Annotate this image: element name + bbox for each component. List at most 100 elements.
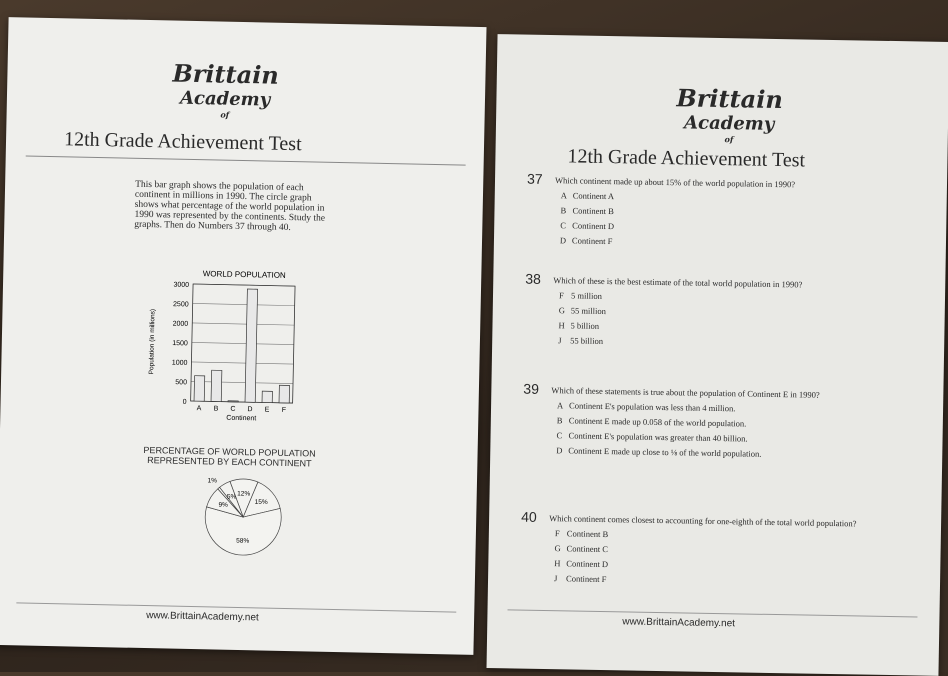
option-text: Continent C [566, 543, 609, 555]
grid-line [191, 361, 294, 365]
option-letter: D [559, 235, 567, 246]
option-letter: G [558, 305, 565, 316]
data-label: 15% [255, 499, 268, 506]
option-letter: A [557, 400, 564, 411]
rule [507, 609, 918, 618]
rule [25, 155, 466, 166]
footer: www.BrittainAcademy.net [146, 610, 259, 624]
option-letter: G [554, 543, 561, 554]
option: G Continent C [555, 543, 869, 558]
option-letter: F [558, 290, 564, 301]
logo-name: Brittain [172, 58, 280, 90]
bar-chart: WORLD POPULATION 0 500 1000 1500 2000 2500 3000… [148, 269, 296, 423]
chart-title: WORLD POPULATION [203, 269, 286, 280]
y-tick-label: 2500 [173, 301, 189, 308]
logo: Brittain Academy of [172, 58, 280, 121]
data-label: 9% [218, 502, 228, 509]
option: F 5 million [559, 290, 873, 305]
bar [244, 288, 258, 403]
question-number: 37 [526, 170, 543, 187]
question-stem: Which of these statements is true about … [551, 385, 820, 400]
option-text: Continent B [572, 205, 614, 217]
option-letter: J [558, 335, 562, 346]
option-letter: J [553, 573, 558, 584]
x-tick-label: F [282, 407, 286, 414]
option-text: Continent E's population was less than 4… [569, 400, 736, 414]
option: H 5 billion [558, 320, 872, 335]
questions: 37 Which continent made up about 15% of t… [498, 34, 948, 584]
bar [227, 400, 239, 403]
option-text: 55 million [570, 305, 607, 317]
question-stem: Which continent made up about 15% of the… [554, 175, 796, 190]
option-letter: B [556, 415, 563, 426]
left-page: Brittain Academy of 12th Grade Achievement… [0, 17, 487, 655]
logo-academy: Academy [683, 112, 775, 135]
option-text: 5 billion [570, 320, 600, 331]
question: 40 Which continent comes closest to accou… [521, 509, 869, 589]
plot-frame [190, 283, 296, 404]
option-text: 5 million [570, 290, 603, 301]
option: C Continent D [560, 220, 874, 235]
bar [210, 369, 223, 402]
question: 38 Which of these is the best estimate of… [525, 271, 873, 351]
x-tick-label: D [247, 406, 252, 413]
right-page: Brittain Academy of 12th Grade Achievement… [486, 34, 948, 676]
data-label: 5% [227, 493, 237, 500]
bar [261, 390, 273, 404]
y-tick-label: 3000 [173, 282, 189, 289]
option-text: Continent E made up close to ⅛ of the wo… [568, 445, 762, 459]
option-letter: D [556, 445, 563, 456]
logo-academy: Academy [179, 87, 271, 111]
question: 39 Which of these statements is true abou… [523, 381, 871, 461]
question-number: 40 [521, 508, 537, 525]
logo: Brittain Academy of [676, 83, 783, 145]
intro: This bar graph shows the population of e… [134, 179, 326, 234]
option-letter: F [554, 528, 560, 539]
grid-line [191, 342, 294, 345]
x-tick-label: E [265, 407, 270, 414]
pie-chart: 12% 15% 58% 9% 1% 5% [204, 477, 282, 556]
option-text: Continent D [572, 220, 615, 232]
option-letter: A [560, 190, 567, 201]
option: F Continent B [555, 528, 869, 543]
option-letter: H [554, 558, 561, 569]
data-label: 12% [237, 490, 250, 497]
question-stem: Which of these is the best estimate of t… [553, 275, 803, 290]
grid-line [191, 381, 294, 384]
logo-name: Brittain [676, 83, 784, 115]
option-text: Continent F [571, 235, 613, 247]
option-text: Continent E's population was greater tha… [568, 430, 748, 444]
question: 37 Which continent made up about 15% of t… [527, 171, 875, 251]
x-tick-label: B [214, 405, 219, 412]
page-title: 12th Grade Achievement Test [567, 145, 806, 172]
bar [193, 375, 206, 402]
option-letter: C [560, 220, 566, 231]
grid-line [192, 303, 295, 306]
x-tick-label: C [230, 406, 235, 413]
y-axis-label: Population (in millions) [148, 309, 156, 375]
option-text: Continent F [565, 573, 607, 585]
option: B Continent B [560, 205, 874, 220]
option: G 55 million [559, 305, 873, 320]
question-number: 38 [525, 270, 542, 287]
option-text: Continent B [566, 528, 609, 540]
option: D Continent F [560, 235, 874, 250]
x-tick-label: A [197, 405, 202, 412]
pie-slice [204, 506, 282, 556]
option: D Continent E made up close to ⅛ of the w… [556, 445, 870, 460]
x-axis-label: Continent [226, 415, 256, 423]
y-tick-label: 0 [183, 399, 187, 406]
logo-of: of [724, 134, 734, 145]
question-stem: Which continent comes closest to account… [549, 513, 857, 529]
option-letter: H [558, 320, 565, 331]
option: A Continent E's population was less than … [557, 400, 871, 415]
data-label: 1% [207, 477, 217, 484]
option: C Continent E's population was greater th… [556, 430, 870, 445]
option: J 55 billion [558, 335, 872, 350]
y-tick-label: 1500 [172, 340, 188, 347]
pie-slice [219, 481, 244, 518]
option-letter: C [556, 430, 563, 441]
option: A Continent A [561, 190, 875, 205]
grid-line [192, 322, 295, 326]
